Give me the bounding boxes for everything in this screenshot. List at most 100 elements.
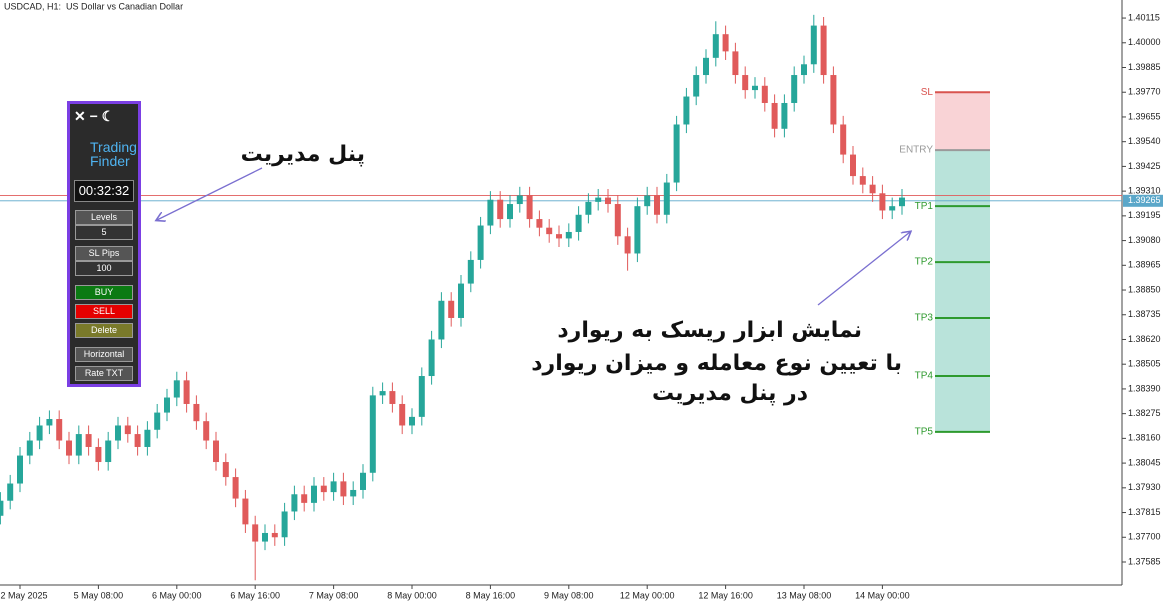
candle-body — [36, 425, 43, 441]
chart-title: USDCAD, H1: US Dollar vs Canadian Dollar — [4, 1, 183, 11]
candle-body — [173, 380, 180, 398]
candle-body — [438, 300, 445, 340]
candle-body — [105, 440, 112, 463]
candle-body — [477, 225, 484, 260]
x-tick-label: 6 May 16:00 — [230, 590, 280, 600]
candle-body — [810, 25, 817, 65]
y-tick-label: 1.39770 — [1128, 87, 1161, 97]
candle-body — [801, 64, 807, 76]
candle-body — [732, 51, 739, 76]
field-label: SL Pips — [75, 246, 133, 261]
candle-body — [85, 434, 92, 447]
candle-body — [399, 403, 406, 426]
candle-body — [115, 425, 121, 441]
candle-body — [899, 197, 905, 207]
candle-body — [673, 124, 680, 183]
panel-icons[interactable]: ✕ − ☾ — [74, 108, 115, 124]
candle-body — [634, 206, 641, 254]
y-tick-label: 1.37815 — [1128, 507, 1161, 517]
buy-button[interactable]: BUY — [75, 285, 133, 300]
x-tick-label: 5 May 08:00 — [74, 590, 124, 600]
plot: 1.40115 1.40000 1.39885 1.39770 1.39655 1.395… — [0, 12, 1163, 600]
candle-body — [26, 440, 33, 456]
candle-body — [301, 494, 308, 503]
candle-body — [752, 85, 758, 91]
candle-body — [683, 96, 690, 125]
candle-body — [252, 524, 259, 542]
annotation: نمایش ابزار ریسک به ریوارد — [557, 318, 862, 343]
candle-body — [624, 236, 631, 254]
candle-body — [213, 440, 219, 463]
candle-body — [791, 75, 798, 103]
candle-body — [605, 197, 611, 205]
x-tick-label: 14 May 00:00 — [855, 590, 910, 600]
rate-button[interactable]: Rate TXT — [75, 366, 133, 381]
annotation: با تعیین نوع معامله و میزان ریوارد — [531, 351, 902, 376]
candle-body — [75, 434, 82, 456]
y-tick-label: 1.39195 — [1128, 210, 1161, 220]
y-tick-label: 1.39885 — [1128, 62, 1161, 72]
y-tick-label: 1.37700 — [1128, 532, 1161, 542]
sell-button[interactable]: SELL — [75, 304, 133, 319]
y-tick-label: 1.39080 — [1128, 235, 1161, 245]
y-tick-label: 1.38965 — [1128, 260, 1161, 270]
candle-body — [840, 124, 847, 155]
field-label: Levels — [75, 210, 133, 225]
candle-body — [154, 412, 161, 430]
y-tick-label: 1.38735 — [1128, 309, 1161, 319]
candle-body — [222, 462, 229, 478]
level-label: TP1 — [915, 201, 934, 212]
level-label: ENTRY — [899, 145, 933, 156]
candle-body — [693, 75, 700, 97]
y-tick-label: 1.37930 — [1128, 482, 1161, 492]
y-tick-label: 1.39540 — [1128, 136, 1161, 146]
y-tick-label: 1.38275 — [1128, 408, 1161, 418]
annotation: در پنل مدیریت — [652, 381, 808, 406]
y-tick-label: 1.38850 — [1128, 284, 1161, 294]
candle-body — [262, 532, 268, 542]
candle-body — [507, 204, 513, 220]
field-value[interactable]: 100 — [75, 261, 133, 276]
candle-body — [703, 57, 709, 76]
y-tick-label: 1.38620 — [1128, 334, 1161, 344]
x-tick-label: 8 May 16:00 — [466, 590, 516, 600]
annotation-arrow — [157, 167, 263, 220]
candle-body — [448, 300, 455, 318]
candle-body — [389, 391, 396, 404]
candle-body — [7, 483, 14, 501]
candle-body — [859, 176, 866, 185]
candle-body — [771, 102, 778, 129]
candle-body — [889, 206, 896, 211]
field-value[interactable]: 5 — [75, 225, 133, 240]
delete-button[interactable]: Delete — [75, 323, 133, 338]
candle-body — [144, 429, 151, 447]
candle-body — [291, 494, 298, 512]
candle-body — [712, 34, 719, 58]
candle-body — [526, 195, 533, 220]
candle-body — [487, 199, 494, 226]
level-label: TP2 — [915, 257, 934, 268]
candle-body — [850, 154, 856, 177]
y-tick-label: 1.38390 — [1128, 383, 1161, 393]
candle-body — [95, 446, 102, 463]
candle-body — [360, 472, 366, 490]
x-tick-label: 7 May 08:00 — [309, 590, 359, 600]
bid-label: 1.39265 — [1128, 195, 1161, 205]
candle-body — [820, 25, 827, 76]
candle-body — [644, 195, 651, 207]
candle-body — [232, 477, 239, 499]
level-label: TP5 — [915, 427, 934, 438]
candle-body — [124, 425, 131, 435]
y-tick-label: 1.38160 — [1128, 433, 1161, 443]
candle-body — [17, 455, 23, 484]
level-label: TP4 — [915, 371, 934, 382]
horizontal-button[interactable]: Horizontal — [75, 347, 133, 362]
risk-zone — [935, 92, 990, 151]
candle-body — [516, 195, 523, 205]
candle-body — [781, 102, 788, 129]
candle-body — [830, 75, 837, 125]
level-label: TP3 — [915, 313, 934, 324]
candle-body — [242, 498, 249, 525]
